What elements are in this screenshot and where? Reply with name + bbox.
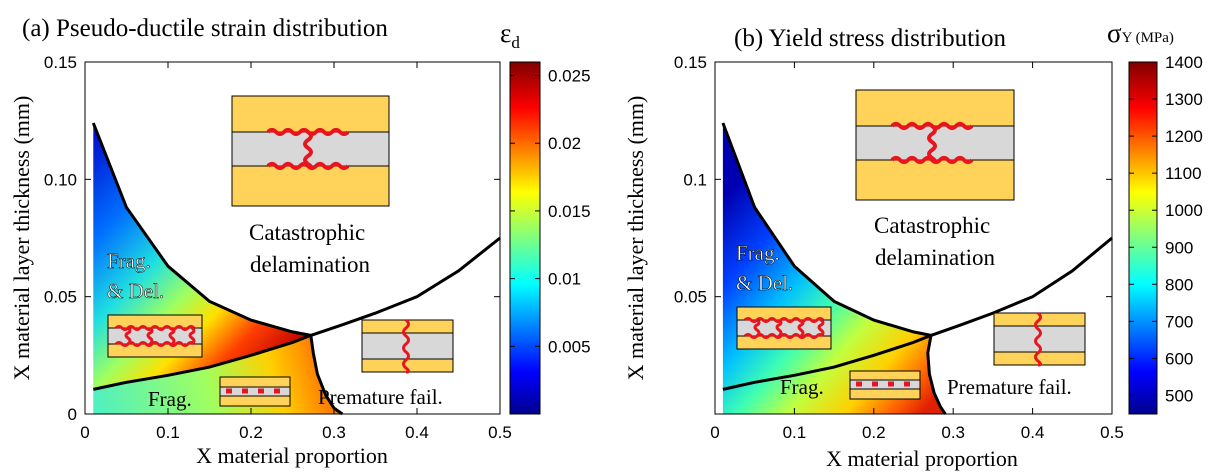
upper-right-boundary [310,236,501,337]
colorbar-tick-label: 0.02 [548,134,581,153]
region-label-premature: Premature fail. [947,375,1072,399]
laminate-schematic-frag-del [736,306,832,350]
colorbar-subscript: Y (MPa) [1122,30,1174,46]
colorbar-subscript: d [511,33,520,52]
y-axis-label: X material layer thickness (mm) [9,96,34,381]
colorbar: 500 600 700 800 900 1000 1100 1200 1300 1400 σY (… [1107,18,1203,415]
colorbar-tick-label: 0.025 [548,67,591,86]
x-axis: 0 0.1 0.2 0.3 0.4 0.5 [80,62,512,442]
region-label-frag-del: Frag. & Del. [736,241,793,295]
x-tick-label: 0.2 [862,423,886,442]
y-axis-label: X material layer thickness (mm) [623,96,648,381]
premature-failure-boundary [309,335,344,416]
colorbar-symbol: ε [500,18,511,48]
y-axis: 0 0.05 0.10 0.15 [44,53,500,424]
catastrophic-delamination-boundary [721,122,932,337]
x-tick-label: 0.2 [239,423,263,442]
y-tick-label: 0.05 [44,288,77,307]
y-tick-label: 0.15 [674,53,707,72]
x-tick-label: 0.5 [488,423,512,442]
x-tick-label: 0 [80,423,89,442]
fragmentation-boundary [722,334,932,391]
colorbar-tick-label: 1100 [1165,164,1202,183]
colorbar-ticks: 500 600 700 800 900 1000 1100 1200 1300 1400 [1129,53,1203,405]
colorbar-tick-label: 0.005 [548,337,591,356]
catastrophic-delamination-boundary [91,122,312,337]
colorbar-tick-label: 1400 [1165,53,1203,72]
laminate-schematic-premature [993,311,1086,367]
y-tick-label: 0.15 [44,53,77,72]
x-tick-label: 0.4 [405,423,429,442]
y-tick-label: 0.10 [44,170,77,189]
x-tick-label: 0.4 [1021,423,1045,442]
region-label-line: delamination [875,245,996,270]
laminate-schematic-premature [361,318,454,374]
panel-a: (a) Pseudo-ductile strain distribution 0… [9,15,591,468]
colorbar-tick-label: 500 [1165,386,1193,405]
colorbar-tick-label: 0.01 [548,270,581,289]
colorbar-tick-label: 1000 [1165,201,1203,220]
colorbar-tick-label: 600 [1165,349,1193,368]
chart-title: (a) Pseudo-ductile strain distribution [22,15,388,42]
region-label-frag: Frag. [780,375,824,399]
region-label-line: Frag. [736,241,780,265]
colorbar-tick-label: 1200 [1165,127,1203,146]
plot-frame [84,61,501,415]
colorbar-scale [509,61,541,415]
y-tick-label: 0.05 [674,288,707,307]
laminate-schematic-delamination [855,89,1015,201]
laminate-schematic-frag [219,376,291,407]
fragmentation-boundary [92,333,312,391]
region-label-line: delamination [250,252,371,277]
region-label-catastrophic: Catastrophic delamination [874,213,996,270]
x-axis-label: X material proportion [826,446,1018,471]
colorbar-label: εd [500,18,520,52]
laminate-schematic-frag-del [107,314,203,358]
x-tick-label: 0.3 [322,423,346,442]
colorbar-symbol: σ [1107,18,1122,48]
y-tick-label: 0 [68,405,77,424]
colorbar-tick-label: 1300 [1165,90,1203,109]
region-label-line: Catastrophic [874,213,990,238]
x-tick-label: 0.3 [941,423,965,442]
colorbar-ticks: 0.005 0.01 0.015 0.02 0.025 [510,67,591,356]
region-label-line: & Del. [736,271,793,295]
chart-title: (b) Yield stress distribution [734,25,1006,52]
region-label-frag: Frag. [148,387,192,411]
x-tick-label: 0.1 [156,423,180,442]
region-label-premature: Premature fail. [318,385,443,409]
region-label-line: & Del. [107,279,164,303]
x-tick-label: 0.1 [783,423,807,442]
y-tick-label: 0.1 [683,170,707,189]
region-label-line: Frag. [107,249,151,273]
colorbar-tick-label: 900 [1165,238,1193,257]
region-label-frag-del: Frag. & Del. [107,249,164,303]
region-label-catastrophic: Catastrophic delamination [249,220,371,277]
plot-frame [714,61,1113,415]
panel-b: (b) Yield stress distribution 0 0.1 0.2 0.3… [623,18,1203,471]
colorbar-tick-label: 700 [1165,312,1193,331]
colorbar-tick-label: 800 [1165,275,1193,294]
upper-right-boundary [930,236,1113,337]
x-axis-label: X material proportion [196,443,388,468]
premature-failure-boundary [926,335,947,415]
region-label-line: Catastrophic [249,220,365,245]
x-axis: 0 0.1 0.2 0.3 0.4 0.5 [710,62,1124,442]
x-tick-label: 0 [710,423,719,442]
colorbar: 0.005 0.01 0.015 0.02 0.025 εd [500,18,591,415]
colorbar-label: σY (MPa) [1107,18,1174,48]
colorbar-tick-label: 0.015 [548,202,591,221]
colorbar-scale [1128,61,1158,415]
y-axis: 0.05 0.1 0.15 [674,53,1112,307]
laminate-schematic-frag [849,370,921,400]
x-tick-label: 0.5 [1100,423,1124,442]
laminate-schematic-delamination [231,95,390,207]
